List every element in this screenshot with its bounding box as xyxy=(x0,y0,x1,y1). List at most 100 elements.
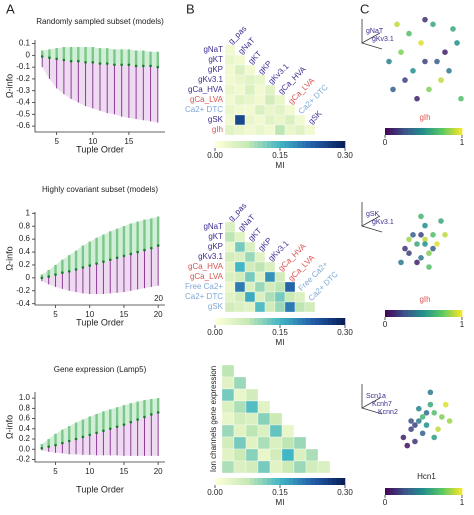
heatmap-cell xyxy=(305,460,319,474)
mean-point xyxy=(122,423,126,427)
heatmap-cell xyxy=(224,261,236,273)
upper-bar xyxy=(81,419,85,437)
axes xyxy=(34,392,165,463)
scatter-point xyxy=(418,213,424,220)
upper-bar xyxy=(120,49,123,65)
colorbar-cell xyxy=(258,478,263,485)
colorbar-cell xyxy=(267,141,272,148)
colorbar-cell xyxy=(314,318,320,325)
colorbar-cell xyxy=(438,310,442,317)
colorbar-cell xyxy=(241,141,246,148)
colorbar-cell xyxy=(385,128,388,135)
colorbar-cell xyxy=(297,318,302,325)
colorbar-cell xyxy=(327,478,333,485)
colorbar-cell xyxy=(456,488,460,495)
upper-bar xyxy=(47,439,50,447)
column-label: gSK xyxy=(307,108,325,126)
scatter-point xyxy=(400,434,407,441)
x-tick-label: 10 xyxy=(85,467,94,476)
colorbar-cell xyxy=(390,488,393,495)
colorbar-cell xyxy=(314,478,320,485)
heatmap-cell xyxy=(224,104,236,116)
mean-point xyxy=(54,443,57,447)
scatter-point xyxy=(422,16,428,23)
heatmap-cell xyxy=(234,124,246,136)
chart-title: Gene expression (Lamp5) xyxy=(54,365,147,374)
colorbar-cell xyxy=(249,478,255,485)
colorbar-cell xyxy=(438,128,442,135)
heatmap-cell xyxy=(293,448,307,462)
y-tick-label: -0.1 xyxy=(16,62,30,71)
mean-point xyxy=(55,57,58,61)
colorbar-cell xyxy=(293,141,298,148)
scatter-point xyxy=(427,389,434,396)
band xyxy=(41,216,159,278)
colorbar-cell xyxy=(392,128,396,135)
scatter-point xyxy=(434,241,440,247)
upper-bar xyxy=(41,50,44,57)
colorbar-cell xyxy=(454,488,458,495)
heatmap-cell xyxy=(269,424,283,438)
scatter-point xyxy=(414,259,420,266)
mean-point xyxy=(95,262,98,265)
scatter-point xyxy=(410,232,416,238)
axis-glyph-label: Kcnn2 xyxy=(378,409,398,416)
scatter-point xyxy=(426,250,432,256)
heatmap-cell xyxy=(221,376,235,390)
colorbar-cell xyxy=(402,488,406,495)
band xyxy=(41,245,159,295)
colorbar-cell xyxy=(444,128,447,135)
scatter-point xyxy=(418,232,424,238)
heatmap-cell xyxy=(254,261,266,273)
y-tick-label: -0.4 xyxy=(16,98,30,107)
heatmap-cell xyxy=(284,124,296,136)
colorbar-cell xyxy=(428,128,432,135)
heatmap-cell xyxy=(245,412,259,426)
upper-bar xyxy=(115,407,119,427)
colorbar-cell xyxy=(400,310,404,317)
colorbar-cell xyxy=(236,478,242,485)
heatmap-cell xyxy=(245,424,259,438)
x-axis-label: Tuple Order xyxy=(76,144,124,154)
mean-point xyxy=(67,270,71,273)
heatmap-cell xyxy=(244,64,256,76)
heatmap-cell xyxy=(244,261,256,273)
scatter-point xyxy=(442,232,448,238)
scatter-point xyxy=(419,430,426,437)
scatter-point xyxy=(438,218,444,224)
upper-bar xyxy=(102,411,105,431)
mean-point xyxy=(156,411,160,414)
scatter-point xyxy=(430,232,436,238)
y-tick-label: 0.4 xyxy=(19,424,31,433)
colorbar-cell xyxy=(336,318,341,325)
heatmap-cell xyxy=(221,388,235,402)
colorbar-cell xyxy=(446,488,450,495)
column-label: gKT xyxy=(247,226,264,243)
heatmap-cell xyxy=(234,84,246,96)
x-tick-label: 15 xyxy=(124,137,133,146)
heatmap-cell xyxy=(234,281,246,293)
heatmap-cell xyxy=(254,84,266,96)
colorbar-cell xyxy=(402,128,406,135)
colorbar-tick-label: 1 xyxy=(460,138,465,147)
upper-bar xyxy=(106,48,109,64)
colorbar-cell xyxy=(423,310,427,317)
colorbar-cell xyxy=(219,318,224,325)
panel-label: C xyxy=(360,1,369,16)
colorbar-tick-label: 0.00 xyxy=(207,151,223,160)
heatmap-cell xyxy=(244,84,256,96)
upper-bar xyxy=(115,228,119,258)
heatmap-cell xyxy=(224,251,236,263)
heatmap-cell xyxy=(234,104,246,116)
scatter-point xyxy=(398,49,404,55)
x-tick-label: 5 xyxy=(53,467,58,476)
colorbar-cell xyxy=(310,318,315,325)
scatter-point xyxy=(406,30,412,37)
row-label: Ca2+ DTC xyxy=(185,105,223,114)
colorbar-cell xyxy=(454,310,458,317)
scatter-point xyxy=(418,254,424,261)
heatmap-cell xyxy=(274,114,286,126)
heatmap-cell xyxy=(274,281,286,293)
colorbar-cell xyxy=(327,318,333,325)
band xyxy=(41,412,159,456)
